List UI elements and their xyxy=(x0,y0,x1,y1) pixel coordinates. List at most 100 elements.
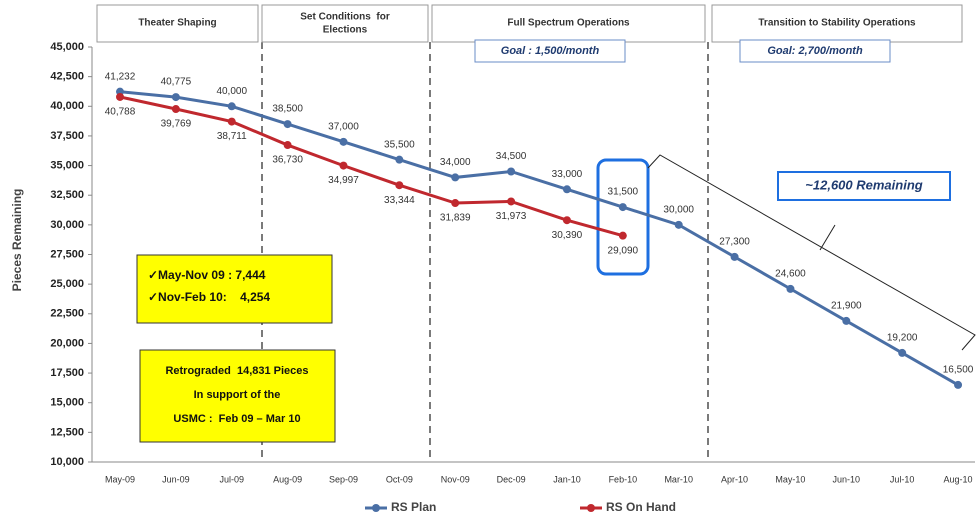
x-tick-label: Jul-10 xyxy=(890,474,915,484)
x-tick-label: Apr-10 xyxy=(721,474,748,484)
x-tick-label: May-09 xyxy=(105,474,135,484)
data-label: 38,500 xyxy=(272,104,303,115)
phase-header xyxy=(711,4,963,43)
x-tick-label: Mar-10 xyxy=(664,474,693,484)
series-line xyxy=(119,90,959,387)
data-label: 40,775 xyxy=(161,77,192,88)
y-tick-label: 25,000 xyxy=(50,278,84,290)
data-point xyxy=(898,348,907,357)
y-tick-label: 40,000 xyxy=(50,100,84,112)
data-point xyxy=(171,93,180,102)
data-point xyxy=(674,220,683,229)
phase-label: Elections xyxy=(323,25,368,36)
y-axis-label: Pieces Remaining xyxy=(10,189,24,292)
data-point xyxy=(451,199,460,208)
data-point xyxy=(339,161,348,170)
data-point xyxy=(451,173,460,182)
x-tick-label: Jan-10 xyxy=(553,474,581,484)
data-point xyxy=(730,252,739,261)
data-point xyxy=(507,197,516,206)
y-tick-label: 35,000 xyxy=(50,159,84,171)
y-tick-label: 20,000 xyxy=(50,337,84,349)
data-label: 38,711 xyxy=(217,131,247,142)
goal-label: Goal: 2,700/month xyxy=(767,45,863,57)
x-tick-label: Jun-10 xyxy=(833,474,861,484)
data-point xyxy=(116,92,124,101)
x-tick-label: Aug-10 xyxy=(944,474,973,484)
goal-label: Goal : 1,500/month xyxy=(501,45,600,57)
phase-label: Theater Shaping xyxy=(138,18,216,29)
legend-label: RS On Hand xyxy=(606,500,676,514)
y-tick-label: 12,500 xyxy=(50,426,84,438)
data-label: 27,300 xyxy=(719,237,750,248)
summary-box xyxy=(136,254,333,324)
data-label: 36,730 xyxy=(272,155,303,166)
data-point xyxy=(618,231,627,240)
data-label: 33,000 xyxy=(552,169,583,180)
data-point xyxy=(507,167,516,176)
x-tick-label: Dec-09 xyxy=(497,474,526,484)
data-label: 19,200 xyxy=(887,333,918,344)
y-tick-label: 17,500 xyxy=(50,367,84,379)
data-label: 41,232 xyxy=(105,71,136,82)
y-tick-label: 32,500 xyxy=(50,189,84,201)
data-label: 35,500 xyxy=(384,139,415,150)
y-tick-label: 45,000 xyxy=(50,41,84,53)
data-label: 16,500 xyxy=(943,365,974,376)
data-label: 37,000 xyxy=(328,121,359,132)
data-point xyxy=(395,155,404,164)
retrograde-line: Retrograded 14,831 Pieces xyxy=(165,365,308,377)
data-point xyxy=(283,141,292,150)
data-point xyxy=(171,105,180,114)
data-point xyxy=(339,137,348,146)
data-point xyxy=(227,102,236,111)
phase-label: Full Spectrum Operations xyxy=(507,18,630,29)
data-point xyxy=(562,185,571,194)
data-label: 31,973 xyxy=(496,211,527,222)
x-tick-label: Oct-09 xyxy=(386,474,413,484)
legend-marker xyxy=(372,504,380,512)
phase-header xyxy=(96,4,259,43)
y-tick-label: 27,500 xyxy=(50,248,84,260)
data-label: 39,769 xyxy=(161,119,192,130)
series-line xyxy=(119,95,624,238)
phase-label: Transition to Stability Operations xyxy=(758,18,916,29)
data-label: 40,000 xyxy=(216,86,247,97)
remaining-label: ~12,600 Remaining xyxy=(805,177,922,192)
data-label: 34,500 xyxy=(496,151,527,162)
y-tick-label: 10,000 xyxy=(50,456,84,468)
summary-line: ✓Nov-Feb 10: 4,254 xyxy=(148,290,270,304)
summary-line: ✓May-Nov 09 : 7,444 xyxy=(148,268,266,282)
x-tick-label: Aug-09 xyxy=(273,474,302,484)
retrograde-line: In support of the xyxy=(194,389,281,401)
goal-box xyxy=(474,39,626,63)
data-point xyxy=(954,380,963,389)
data-label: 34,997 xyxy=(328,175,359,186)
legend-label: RS Plan xyxy=(391,500,436,514)
y-tick-label: 37,500 xyxy=(50,130,84,142)
phase-header xyxy=(261,4,429,43)
data-point xyxy=(786,284,795,293)
highlight xyxy=(596,158,650,276)
data-point xyxy=(618,203,627,212)
x-tick-label: May-10 xyxy=(775,474,805,484)
data-point xyxy=(562,216,571,225)
data-label: 21,900 xyxy=(831,301,862,312)
data-label: 24,600 xyxy=(775,269,806,280)
retrograde-box xyxy=(139,349,336,443)
data-label: 34,000 xyxy=(440,157,471,168)
y-tick-label: 15,000 xyxy=(50,397,84,409)
data-label: 29,090 xyxy=(608,245,639,256)
data-label: 30,390 xyxy=(552,230,583,241)
data-label: 30,000 xyxy=(663,204,694,215)
retrograde-line: USMC : Feb 09 – Mar 10 xyxy=(173,413,300,425)
x-tick-label: Jul-09 xyxy=(219,474,244,484)
data-point xyxy=(283,120,292,129)
x-tick-label: Jun-09 xyxy=(162,474,190,484)
x-tick-label: Nov-09 xyxy=(441,474,470,484)
y-tick-label: 22,500 xyxy=(50,308,84,320)
data-point xyxy=(842,316,851,325)
data-label: 31,839 xyxy=(440,213,471,224)
y-tick-label: 42,500 xyxy=(50,71,84,83)
